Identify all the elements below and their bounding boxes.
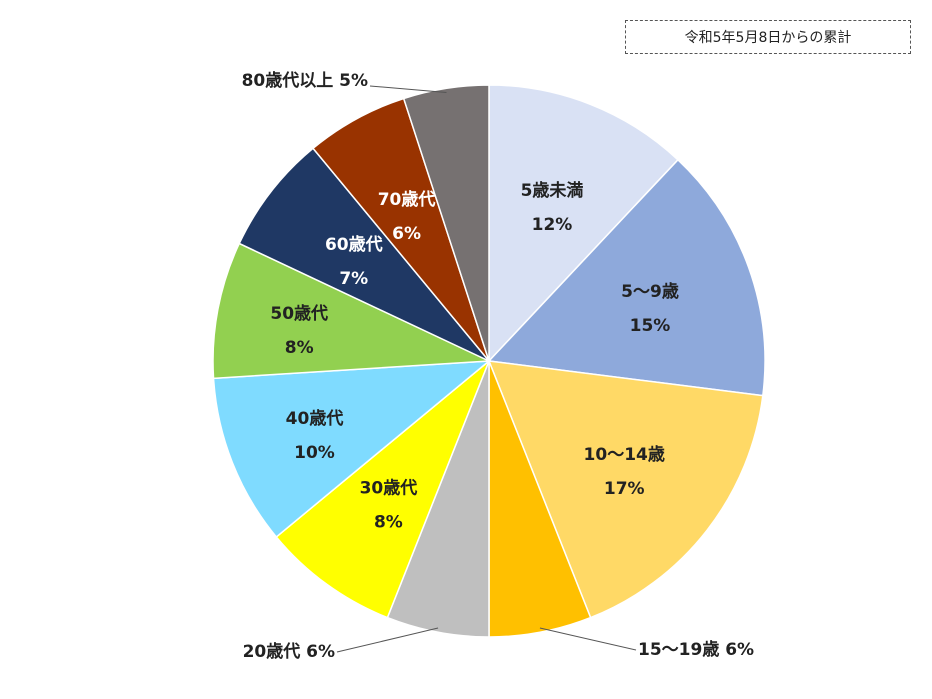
slice-percent-label: 6%	[392, 224, 421, 244]
slice-percent-label: 15%	[630, 316, 671, 336]
slice-percent-label: 12%	[532, 215, 573, 235]
slice-category-label: 5～9歳	[621, 281, 679, 302]
slice-category-label: 5歳未満	[521, 180, 584, 201]
slice-label: 80歳代以上 5%	[242, 70, 368, 91]
slice-percent-label: 17%	[604, 479, 645, 499]
pie-slice	[238, 147, 490, 362]
pie-slice	[487, 360, 764, 619]
leader-line	[539, 627, 637, 651]
slice-percent-label: 10%	[294, 443, 335, 463]
slice-category-label: 40歳代	[286, 408, 344, 429]
slice-percent-label: 8%	[285, 338, 314, 358]
pie-slice	[212, 360, 492, 538]
slice-category-label: 60歳代	[325, 234, 383, 255]
slice-label: 20歳代 6%	[243, 641, 335, 662]
slice-labels: 5歳未満 12% 5～9歳 15% 10～14歳 17% 15～19歳 6% 20歳代 6% 3…	[242, 70, 755, 662]
leader-line	[369, 85, 447, 93]
pie-slice	[487, 158, 766, 397]
slice-label: 15～19歳 6%	[638, 639, 754, 660]
slice-percent-label: 7%	[339, 269, 368, 289]
pie-slice	[212, 242, 490, 380]
pie-slice	[402, 84, 490, 362]
pie-slice	[488, 84, 679, 363]
leader-line	[336, 627, 439, 653]
cumulative-note: 令和5年5月8日からの累計	[625, 20, 911, 54]
slice-category-label: 30歳代	[360, 477, 418, 498]
slice-category-label: 10～14歳	[584, 444, 665, 465]
leader-lines	[336, 85, 637, 653]
pie-slice	[275, 360, 490, 619]
pie-slices	[212, 84, 766, 638]
slice-category-label: 70歳代	[378, 189, 436, 210]
slice-category-label: 50歳代	[270, 303, 328, 324]
slice-percent-label: 8%	[374, 512, 403, 532]
